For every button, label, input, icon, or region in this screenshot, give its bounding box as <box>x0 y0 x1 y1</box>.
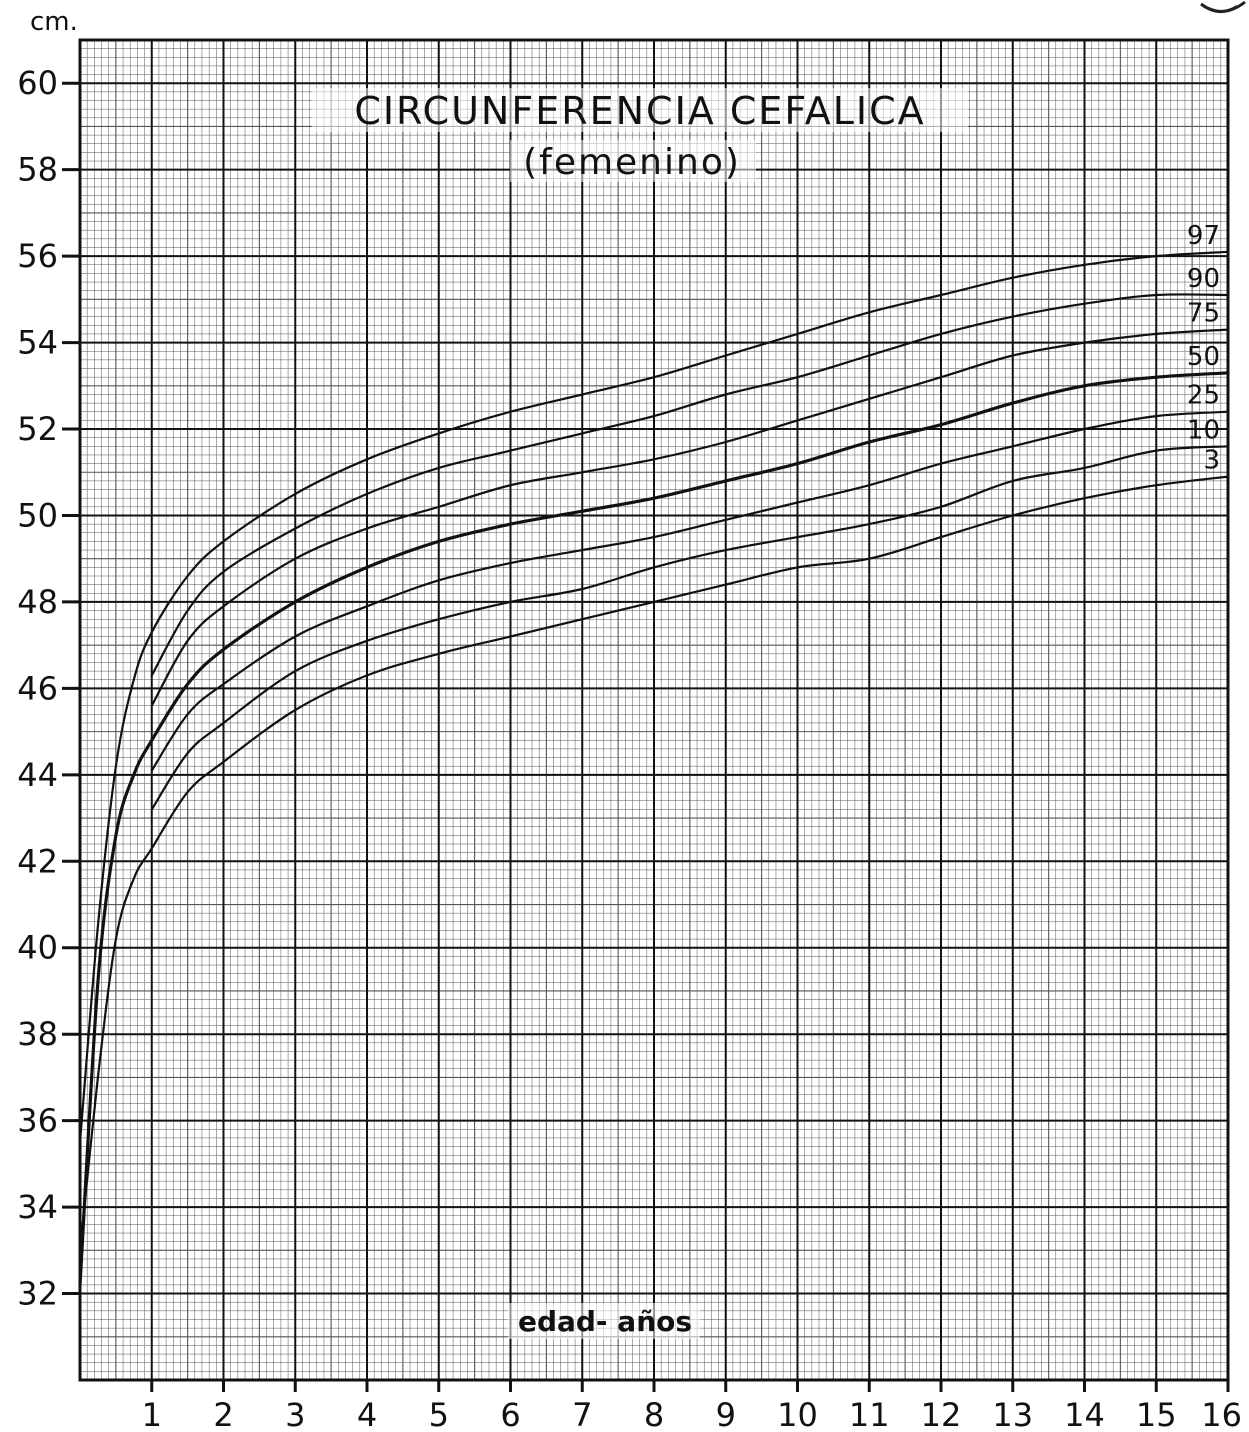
percentile-curves <box>78 250 1230 1287</box>
y-tick-label: 36 <box>17 1102 58 1140</box>
x-tick-label: 1 <box>142 1396 162 1432</box>
x-tick-label: 16 <box>1201 1396 1242 1432</box>
x-tick-label: 9 <box>716 1396 736 1432</box>
y-tick-label: 46 <box>17 669 58 707</box>
y-tick-label: 52 <box>17 410 58 448</box>
x-tick-label: 8 <box>644 1396 664 1432</box>
y-axis: 32 34 36 38 40 42 44 46 48 50 52 54 56 58 60 <box>17 64 80 1313</box>
percentile-label-75: 75 <box>1187 299 1220 329</box>
percentile-label-25: 25 <box>1187 381 1220 411</box>
x-tick-label: 5 <box>429 1396 449 1432</box>
x-tick-label: 2 <box>213 1396 233 1432</box>
y-tick-label: 58 <box>17 151 58 189</box>
y-axis-unit: cm. <box>30 7 78 37</box>
percentile-labels: 97 90 75 50 25 103 <box>1187 221 1220 476</box>
percentile-curve-97 <box>78 250 1230 1144</box>
y-tick-label: 40 <box>17 929 58 967</box>
y-tick-label: 42 <box>17 842 58 880</box>
y-tick-label: 48 <box>17 583 58 621</box>
x-axis: 1 2 3 4 5 6 7 8 9 10 11 12 13 14 15 16 <box>142 1380 1242 1432</box>
xlabel-backdrop <box>508 1303 700 1339</box>
percentile-label-50: 50 <box>1187 342 1220 372</box>
percentile-curve-25 <box>150 410 1230 772</box>
y-tick-label: 38 <box>17 1015 58 1053</box>
y-tick-label: 60 <box>17 64 58 102</box>
y-tick-label: 34 <box>17 1188 58 1226</box>
x-tick-label: 15 <box>1136 1396 1177 1432</box>
x-tick-label: 12 <box>921 1396 962 1432</box>
percentile-label-3: 3 <box>1203 446 1220 476</box>
percentile-label-90: 90 <box>1187 264 1220 294</box>
logo-emblem <box>1200 0 1246 13</box>
x-tick-label: 4 <box>357 1396 377 1432</box>
y-tick-label: 32 <box>17 1275 58 1313</box>
percentile-curve-3 <box>78 475 1230 1252</box>
percentile-curve-75 <box>150 328 1230 707</box>
x-tick-label: 3 <box>285 1396 305 1432</box>
y-tick-label: 44 <box>17 756 58 794</box>
y-tick-label: 54 <box>17 324 58 362</box>
title-backdrop <box>312 88 968 132</box>
x-tick-label: 7 <box>572 1396 592 1432</box>
percentile-curve-50 <box>78 371 1230 1287</box>
chart-subtitle: (femenino) <box>523 142 741 183</box>
x-tick-label: 10 <box>777 1396 818 1432</box>
x-tick-label: 14 <box>1064 1396 1105 1432</box>
major-grid <box>80 40 1228 1380</box>
percentile-label-97: 97 <box>1187 221 1220 251</box>
x-tick-label: 11 <box>849 1396 890 1432</box>
x-axis-label: edad- años <box>518 1305 692 1338</box>
percentile-label-10: 10 <box>1187 415 1220 445</box>
chart-title: CIRCUNFERENCIA CEFALICA <box>354 89 925 133</box>
y-tick-label: 50 <box>17 496 58 534</box>
y-tick-label: 56 <box>17 237 58 275</box>
percentile-curve-10 <box>150 445 1230 811</box>
subtitle-backdrop <box>510 140 756 182</box>
x-tick-label: 13 <box>992 1396 1033 1432</box>
percentile-curve-90 <box>150 293 1230 677</box>
x-tick-label: 6 <box>500 1396 520 1432</box>
